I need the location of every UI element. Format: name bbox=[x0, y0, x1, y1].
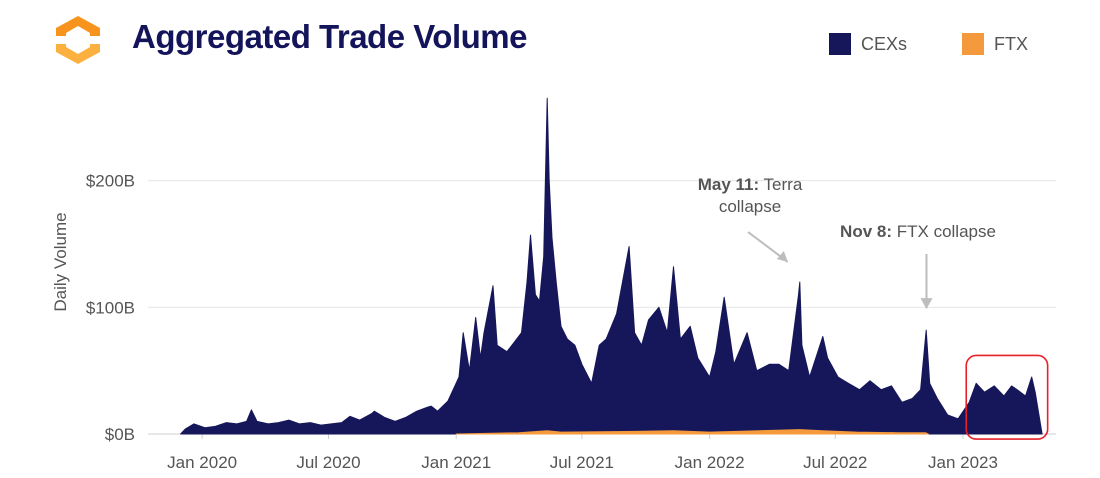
legend-swatch-cexs bbox=[829, 33, 851, 55]
legend-item-ftx: FTX bbox=[962, 33, 1028, 55]
y-tick-label: $200B bbox=[86, 172, 135, 191]
y-tick-label: $100B bbox=[86, 298, 135, 317]
legend-item-cexs: CEXs bbox=[829, 33, 907, 55]
annotation-terra: May 11: Terra bbox=[698, 175, 803, 194]
legend-label-ftx: FTX bbox=[994, 33, 1028, 54]
series-area-cexs bbox=[180, 97, 1043, 435]
x-tick-label: Jul 2022 bbox=[803, 453, 867, 472]
legend-swatch-ftx bbox=[962, 33, 984, 55]
x-tick-label: Jan 2020 bbox=[167, 453, 237, 472]
annotation-arrowhead-terra bbox=[776, 251, 788, 262]
x-tick-label: Jul 2021 bbox=[550, 453, 614, 472]
highlight-box bbox=[965, 354, 1049, 440]
annotation-ftx: Nov 8: FTX collapse bbox=[840, 222, 996, 241]
x-tick-label: Jan 2023 bbox=[928, 453, 998, 472]
series-area-ftx bbox=[455, 429, 929, 435]
legend-label-cexs: CEXs bbox=[861, 33, 908, 54]
y-axis-label: Daily Volume bbox=[51, 212, 70, 311]
x-tick-label: Jan 2022 bbox=[675, 453, 745, 472]
chart-title: Aggregated Trade Volume bbox=[132, 18, 527, 55]
hexagon-logo-icon bbox=[56, 16, 100, 64]
x-tick-label: Jan 2021 bbox=[421, 453, 491, 472]
y-tick-label: $0B bbox=[105, 425, 135, 444]
annotation-terra-line2: collapse bbox=[719, 197, 781, 216]
x-tick-label: Jul 2020 bbox=[296, 453, 360, 472]
brand-logo bbox=[50, 12, 106, 68]
annotation-arrowhead-ftx bbox=[920, 298, 933, 310]
